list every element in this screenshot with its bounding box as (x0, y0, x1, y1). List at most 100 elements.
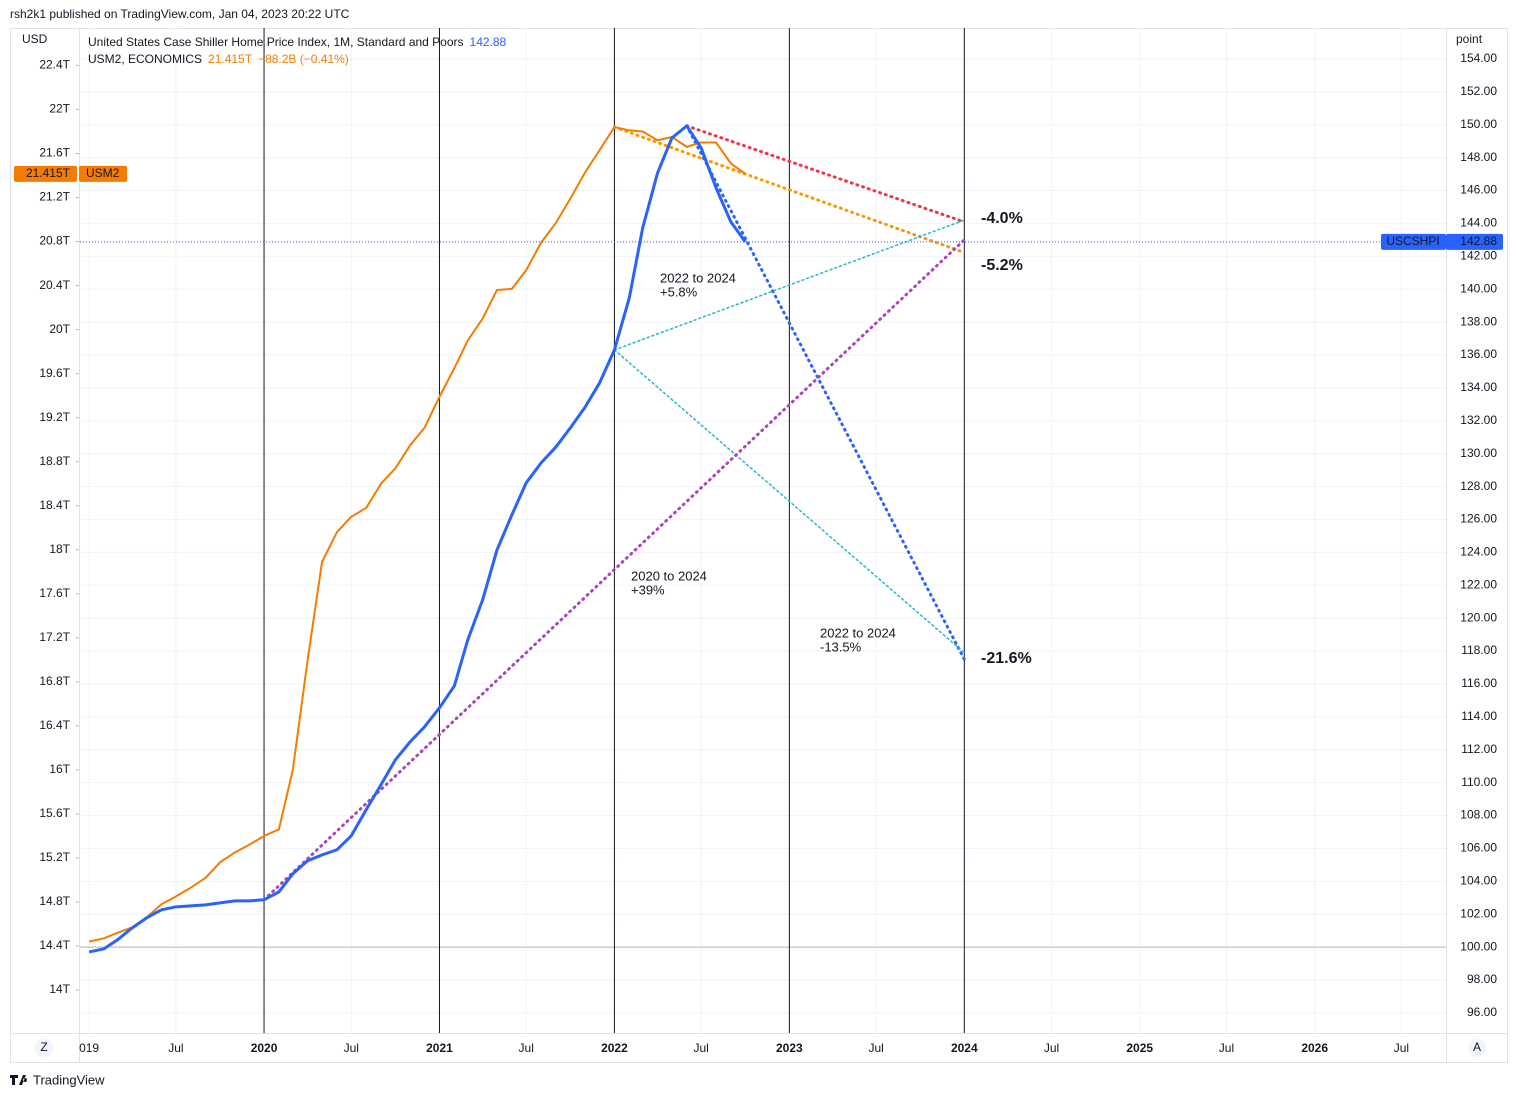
legend-change: −88.2B (−0.41%) (258, 52, 349, 66)
y-axis-label: USD (22, 32, 48, 46)
footer: TradingView (33, 1072, 105, 1087)
legend-blue: United States Case Shiller Home Price In… (88, 35, 507, 49)
x-tick-label: 2021 (426, 1041, 453, 1055)
x-tick-label: 2025 (1126, 1041, 1153, 1055)
y-tick-label: 15.2T (39, 850, 70, 864)
y-tick-label: 20.4T (39, 278, 70, 292)
y2-tick-label: 114.00 (1461, 709, 1497, 723)
y-tick-label: 21.6T (39, 146, 70, 160)
y2-tick-label: 120.00 (1460, 610, 1497, 624)
y-tick-label: 14.8T (39, 894, 70, 908)
y2-tick-label: 152.00 (1460, 84, 1497, 98)
legend-text: USM2, ECONOMICS (88, 52, 202, 66)
annotation: +5.8% (660, 284, 698, 299)
y2-tick-label: 150.00 (1460, 117, 1497, 131)
y2-tick-label: 106.00 (1460, 841, 1497, 855)
y2-tick-label: 154.00 (1460, 51, 1497, 65)
y2-tick-label: 124.00 (1460, 545, 1497, 559)
y2-axis-label: point (1456, 32, 1483, 46)
y-tick-label: 14T (49, 982, 70, 996)
y2-tick-label: 112.00 (1461, 742, 1497, 756)
y2-tick-label: 134.00 (1460, 380, 1497, 394)
left-button[interactable] (35, 1039, 53, 1057)
annotation: -4.0% (981, 210, 1023, 227)
y2-tick-label: 130.00 (1460, 446, 1497, 460)
left-button-label[interactable]: Z (40, 1040, 47, 1054)
right-button-label[interactable]: A (1473, 1040, 1481, 1054)
x-tick-label: Jul (519, 1041, 534, 1055)
y2-tick-label: 110.00 (1461, 775, 1497, 789)
annotation: -5.2% (981, 257, 1023, 274)
badge (79, 165, 127, 182)
annotation: +39% (631, 582, 665, 597)
badge-value: 142.88 (1460, 234, 1497, 248)
x-tick-label: Jul (693, 1041, 708, 1055)
y-tick-label: 18.8T (39, 454, 70, 468)
x-tick-label: Jul (868, 1041, 883, 1055)
y2-tick-label: 98.00 (1467, 972, 1497, 986)
annotation: -13.5% (820, 639, 862, 654)
x-tick-label: Jul (344, 1041, 359, 1055)
x-tick-label: 2020 (251, 1041, 278, 1055)
y-tick-label: 19.2T (39, 410, 70, 424)
y-tick-label: 16T (49, 762, 70, 776)
annotation: -21.6% (981, 650, 1032, 667)
x-tick-label: 2023 (776, 1041, 803, 1055)
y-tick-label: 18.4T (39, 498, 70, 512)
annotation: 2022 to 2024 (820, 625, 896, 640)
annotation: 2020 to 2024 (631, 568, 707, 583)
y2-tick-label: 122.00 (1460, 577, 1497, 591)
y2-tick-label: 136.00 (1460, 347, 1497, 361)
y2-tick-label: 104.00 (1460, 874, 1497, 888)
header: rsh2k1 published on TradingView.com, Jan… (10, 7, 350, 21)
y-tick-label: 16.4T (39, 718, 70, 732)
frame (10, 28, 1508, 1063)
legend-text: United States Case Shiller Home Price In… (88, 35, 464, 49)
y2-tick-label: 146.00 (1460, 183, 1497, 197)
x-tick-label: 019 (79, 1041, 99, 1055)
badge (1446, 233, 1503, 250)
x-tick-label: Jul (1394, 1041, 1409, 1055)
y-tick-label: 14.4T (39, 938, 70, 952)
y2-tick-label: 102.00 (1460, 906, 1497, 920)
y2-tick-label: 116.00 (1461, 676, 1497, 690)
y-tick-label: 20.8T (39, 234, 70, 248)
y2-tick-label: 118.00 (1461, 643, 1497, 657)
y2-tick-label: 96.00 (1467, 1005, 1497, 1019)
right-button[interactable] (1468, 1039, 1486, 1057)
annotation: 2022 to 2024 (660, 270, 736, 285)
y2-tick-label: 126.00 (1460, 512, 1497, 526)
y2-tick-label: 148.00 (1460, 150, 1497, 164)
y2-tick-label: 108.00 (1460, 808, 1497, 822)
y2-tick-label: 142.00 (1460, 248, 1497, 262)
y2-tick-label: 128.00 (1460, 479, 1497, 493)
y-tick-label: 19.6T (39, 366, 70, 380)
logo (10, 1075, 28, 1085)
trend-line (685, 124, 966, 661)
y2-tick-label: 138.00 (1460, 314, 1497, 328)
series-line (88, 124, 747, 954)
y2-tick-label: 140.00 (1460, 281, 1497, 295)
x-tick-label: Jul (168, 1041, 183, 1055)
x-tick-label: 2024 (951, 1041, 978, 1055)
trend-line (685, 124, 966, 224)
trend-line (613, 349, 966, 654)
series-line (88, 126, 746, 943)
trend-line (612, 125, 966, 255)
y-tick-label: 21.2T (39, 190, 70, 204)
x-tick-label: Jul (1044, 1041, 1059, 1055)
x-tick-label: 2022 (601, 1041, 628, 1055)
legend-value: 142.88 (470, 35, 507, 49)
y-tick-label: 16.8T (39, 674, 70, 688)
badge-value: 21.415T (26, 166, 71, 180)
legend-value: 21.415T (208, 52, 253, 66)
badge-name: USCSHPI (1386, 234, 1439, 248)
badge (14, 165, 77, 182)
y-tick-label: 17.6T (39, 586, 70, 600)
y2-tick-label: 144.00 (1460, 216, 1497, 230)
y2-tick-label: 100.00 (1460, 939, 1497, 953)
trend-line (262, 238, 966, 902)
legend-orange: USM2, ECONOMICS 21.415T −88.2B (−0.41%) (88, 52, 349, 66)
